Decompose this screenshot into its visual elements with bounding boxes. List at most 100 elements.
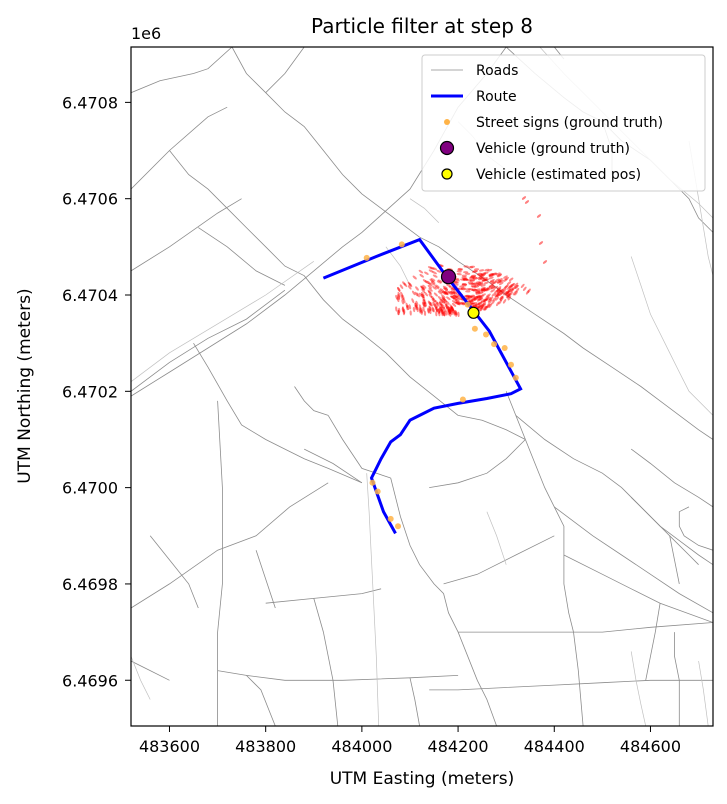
particle [484, 268, 490, 272]
road-line [131, 289, 286, 392]
particle [491, 292, 497, 297]
particle [431, 306, 434, 312]
road-line [630, 448, 713, 508]
particle [456, 270, 462, 273]
particle [430, 280, 436, 284]
particle [427, 266, 433, 270]
particle [475, 289, 481, 293]
particle [476, 295, 482, 299]
vehicle-ground-truth-marker [440, 269, 457, 285]
particle [496, 301, 500, 307]
x-tick-label: 484000 [331, 737, 392, 756]
particle [422, 301, 425, 307]
particle [483, 298, 489, 302]
particle [498, 278, 503, 282]
particle [409, 310, 412, 316]
particle [405, 302, 409, 308]
particle [428, 305, 432, 311]
road-line [131, 106, 228, 190]
particle [448, 306, 452, 311]
particle [422, 306, 425, 312]
road-line [443, 535, 555, 585]
y-tick-label: 6.4706 [62, 190, 118, 209]
particle [495, 272, 501, 276]
road-line [429, 439, 526, 488]
particle [479, 274, 485, 277]
road-line [131, 482, 329, 609]
particle [500, 296, 504, 302]
particle [481, 288, 487, 292]
road-line [458, 622, 713, 633]
road-line [419, 236, 713, 440]
particle [422, 284, 427, 289]
particle [438, 289, 444, 293]
particle [503, 285, 508, 290]
particle [469, 294, 475, 297]
road-line [231, 47, 420, 238]
particle [506, 294, 511, 299]
particle [469, 279, 475, 282]
street-sign-point [491, 341, 498, 348]
particle [420, 285, 425, 290]
particle [435, 306, 438, 312]
vehicle-layer [440, 269, 480, 319]
particle [497, 280, 502, 284]
particle [421, 288, 426, 294]
particle [439, 299, 444, 304]
particle [510, 288, 515, 293]
particle [514, 282, 519, 287]
particle [440, 303, 444, 309]
particle [498, 292, 503, 296]
particle [451, 300, 457, 304]
y-tick-label: 6.4698 [62, 575, 118, 594]
particle [414, 302, 417, 308]
particle [507, 295, 512, 301]
particle [472, 302, 478, 305]
road-line [409, 198, 440, 224]
particle [482, 298, 488, 303]
particle [455, 302, 461, 306]
legend-label: Roads [476, 63, 518, 79]
particle [468, 299, 474, 303]
particle [447, 308, 451, 315]
particle [509, 291, 513, 296]
particle [445, 303, 450, 309]
particle [414, 302, 418, 308]
particle [488, 303, 493, 308]
legend-swatch [441, 168, 453, 180]
particle [482, 298, 488, 303]
particle [486, 293, 491, 297]
particle [412, 307, 416, 313]
road-line [366, 473, 380, 726]
road-line [217, 400, 223, 726]
particle [397, 291, 401, 297]
particle [419, 274, 424, 278]
road-line [131, 198, 242, 272]
road-line [131, 261, 315, 382]
particle [441, 296, 446, 301]
particle [489, 279, 495, 283]
particle [422, 299, 426, 305]
particle [443, 291, 449, 295]
particle [455, 310, 458, 316]
particle [407, 281, 412, 287]
particle [475, 292, 481, 295]
road-line [645, 603, 661, 681]
particle [497, 273, 502, 277]
particle [427, 289, 432, 294]
particle [483, 306, 488, 311]
particle [457, 268, 463, 271]
particle [460, 302, 465, 306]
particle [472, 282, 478, 285]
particle [401, 307, 405, 313]
particle [504, 284, 509, 289]
particle [467, 295, 473, 299]
particle [429, 306, 432, 312]
street-sign-point [387, 515, 394, 522]
particle [448, 307, 451, 313]
particle [442, 291, 448, 295]
particle [451, 287, 457, 291]
particle [450, 306, 455, 311]
particle [488, 284, 494, 288]
particle [436, 301, 440, 307]
